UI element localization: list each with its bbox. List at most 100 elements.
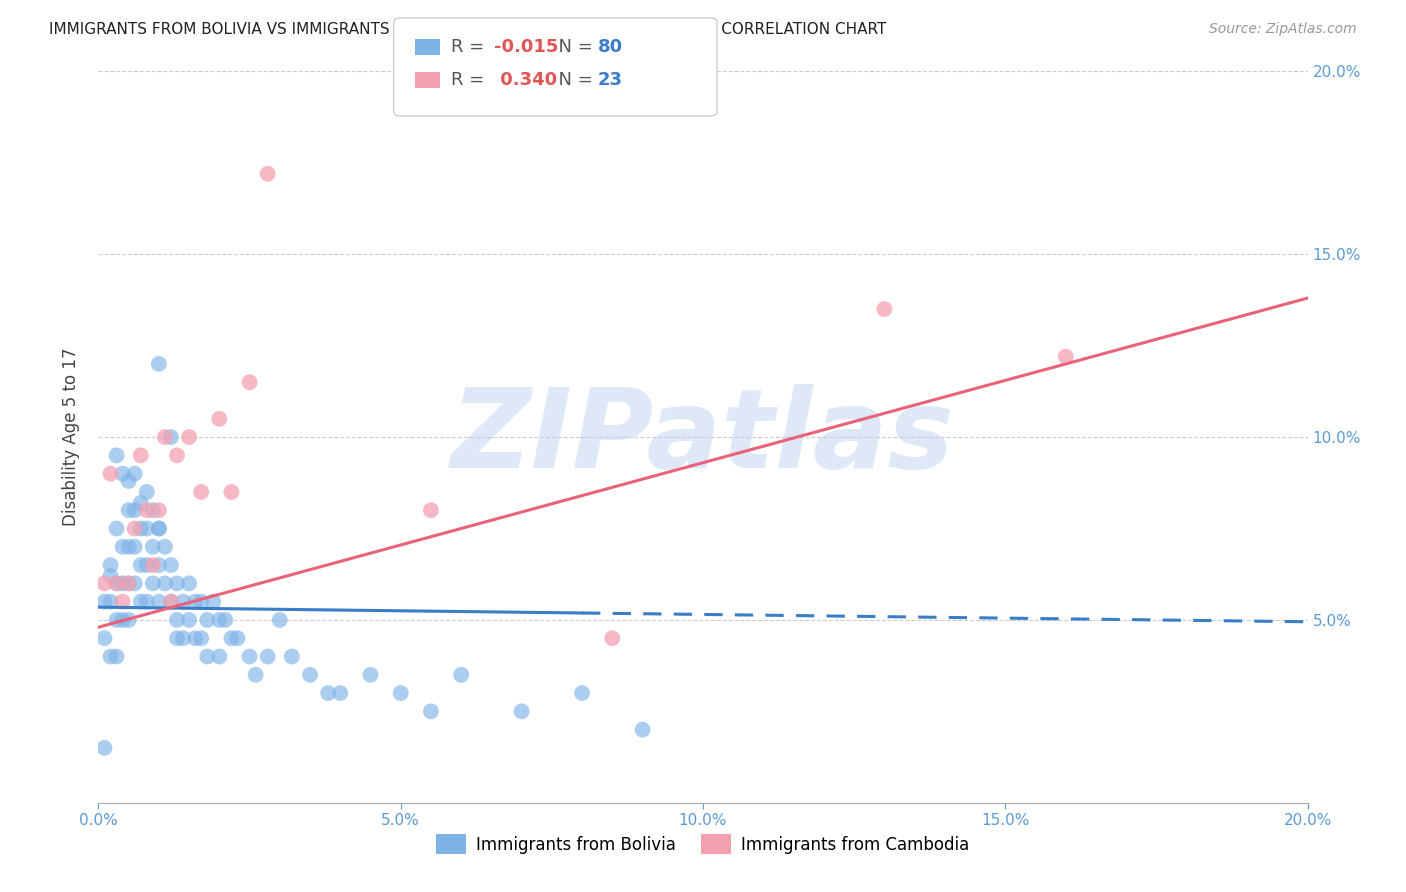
Point bbox=[135, 485, 157, 500]
Point bbox=[166, 448, 188, 462]
Point bbox=[571, 686, 593, 700]
Point bbox=[256, 649, 278, 664]
Text: R =: R = bbox=[451, 38, 491, 56]
Point bbox=[148, 594, 170, 608]
Text: N =: N = bbox=[547, 38, 599, 56]
Text: -0.015: -0.015 bbox=[494, 38, 558, 56]
Point bbox=[510, 705, 533, 719]
Point bbox=[124, 576, 146, 591]
Point bbox=[420, 705, 443, 719]
Text: IMMIGRANTS FROM BOLIVIA VS IMMIGRANTS FROM CAMBODIA DISABILITY AGE 5 TO 17 CORRE: IMMIGRANTS FROM BOLIVIA VS IMMIGRANTS FR… bbox=[49, 22, 887, 37]
Point bbox=[190, 594, 212, 608]
Point bbox=[245, 667, 267, 681]
Point bbox=[118, 503, 141, 517]
Text: 80: 80 bbox=[598, 38, 623, 56]
Point bbox=[135, 521, 157, 535]
Point bbox=[118, 576, 141, 591]
Point bbox=[172, 594, 194, 608]
Point bbox=[124, 467, 146, 481]
Point bbox=[135, 503, 157, 517]
Point bbox=[329, 686, 352, 700]
Point bbox=[124, 503, 146, 517]
Point bbox=[148, 521, 170, 535]
Point bbox=[153, 430, 176, 444]
Point bbox=[124, 540, 146, 554]
Point bbox=[148, 357, 170, 371]
Point bbox=[195, 613, 218, 627]
Point bbox=[148, 503, 170, 517]
Point bbox=[420, 503, 443, 517]
Point bbox=[142, 540, 165, 554]
Point bbox=[873, 301, 896, 317]
Point bbox=[105, 613, 128, 627]
Point bbox=[239, 375, 262, 389]
Point bbox=[135, 558, 157, 573]
Point bbox=[166, 613, 188, 627]
Point bbox=[100, 467, 122, 481]
Point bbox=[226, 632, 249, 646]
Point bbox=[208, 412, 231, 426]
Point bbox=[208, 613, 231, 627]
Point bbox=[100, 649, 122, 664]
Point bbox=[221, 632, 243, 646]
Point bbox=[129, 521, 152, 535]
Point bbox=[166, 632, 188, 646]
Point bbox=[299, 667, 322, 681]
Point bbox=[160, 558, 183, 573]
Point bbox=[105, 576, 128, 591]
Point bbox=[93, 632, 115, 646]
Point bbox=[190, 632, 212, 646]
Point bbox=[202, 594, 225, 608]
Legend: Immigrants from Bolivia, Immigrants from Cambodia: Immigrants from Bolivia, Immigrants from… bbox=[430, 828, 976, 860]
Text: ZIPatlas: ZIPatlas bbox=[451, 384, 955, 491]
Point bbox=[450, 667, 472, 681]
Point bbox=[316, 686, 339, 700]
Point bbox=[111, 613, 134, 627]
Point bbox=[100, 569, 122, 583]
Point bbox=[105, 448, 128, 462]
Point bbox=[184, 594, 207, 608]
Text: N =: N = bbox=[547, 71, 599, 89]
Text: R =: R = bbox=[451, 71, 491, 89]
Point bbox=[135, 594, 157, 608]
Point bbox=[221, 485, 243, 500]
Point bbox=[129, 496, 152, 510]
Point bbox=[148, 558, 170, 573]
Y-axis label: Disability Age 5 to 17: Disability Age 5 to 17 bbox=[62, 348, 80, 526]
Point bbox=[100, 558, 122, 573]
Point bbox=[111, 576, 134, 591]
Point bbox=[111, 594, 134, 608]
Point bbox=[214, 613, 236, 627]
Point bbox=[184, 632, 207, 646]
Point bbox=[105, 521, 128, 535]
Point bbox=[142, 576, 165, 591]
Point bbox=[281, 649, 304, 664]
Point bbox=[129, 594, 152, 608]
Point bbox=[179, 613, 201, 627]
Point bbox=[208, 649, 231, 664]
Text: 23: 23 bbox=[598, 71, 623, 89]
Point bbox=[256, 167, 278, 181]
Point bbox=[1054, 350, 1077, 364]
Point bbox=[93, 576, 115, 591]
Point bbox=[118, 613, 141, 627]
Point bbox=[360, 667, 382, 681]
Point bbox=[166, 576, 188, 591]
Point bbox=[190, 485, 212, 500]
Point bbox=[93, 594, 115, 608]
Point bbox=[124, 521, 146, 535]
Point bbox=[389, 686, 412, 700]
Point bbox=[179, 430, 201, 444]
Point bbox=[160, 594, 183, 608]
Point bbox=[93, 740, 115, 755]
Point bbox=[142, 558, 165, 573]
Point bbox=[129, 448, 152, 462]
Point bbox=[105, 576, 128, 591]
Point bbox=[602, 632, 624, 646]
Point bbox=[172, 632, 194, 646]
Point bbox=[195, 649, 218, 664]
Text: 0.340: 0.340 bbox=[494, 71, 557, 89]
Point bbox=[269, 613, 291, 627]
Point bbox=[142, 503, 165, 517]
Point bbox=[148, 521, 170, 535]
